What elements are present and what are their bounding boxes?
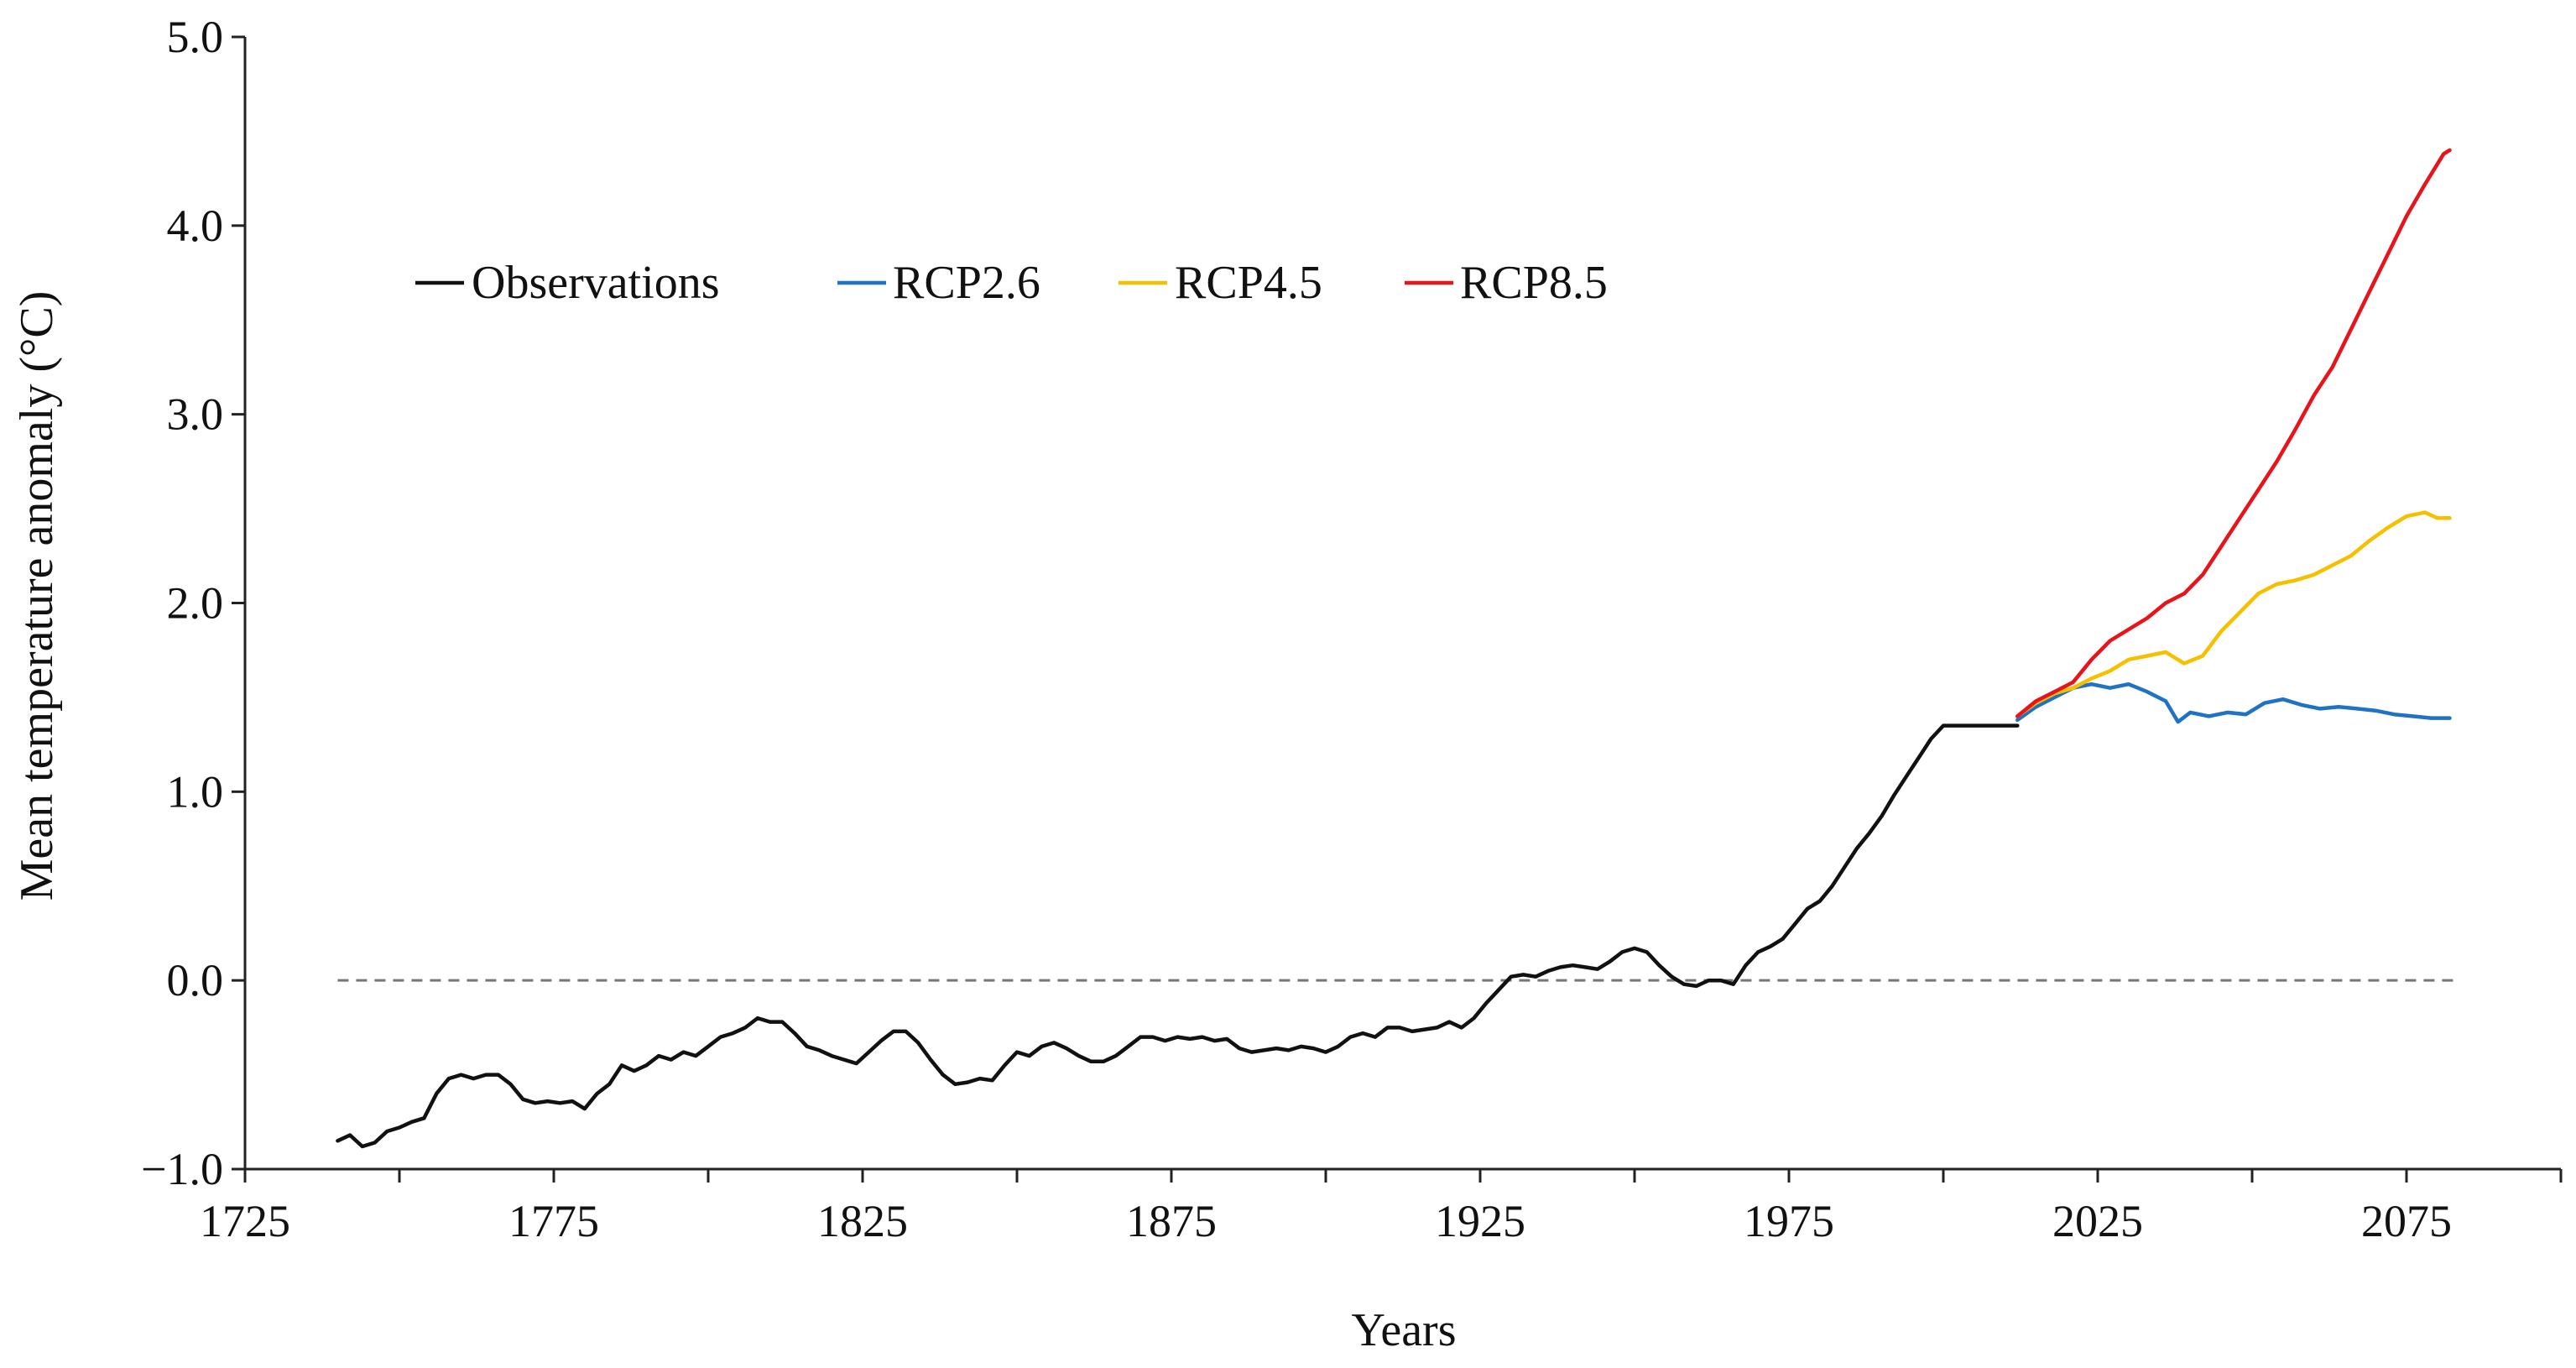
y-tick-label: 2.0: [167, 578, 224, 629]
y-axis-ticks: −1.0 0.0 1.0 2.0 3.0 4.0 5.0: [141, 12, 245, 1194]
x-tick-label: 1725: [200, 1196, 290, 1246]
x-tick-label: 1775: [508, 1196, 599, 1246]
series-layer: [336, 148, 2452, 1149]
legend: Observations RCP2.6 RCP4.5 RCP8.5: [415, 257, 1608, 309]
y-tick-label: 1.0: [167, 766, 224, 817]
x-tick-label: 2025: [2052, 1196, 2143, 1246]
y-tick-label: 3.0: [167, 389, 224, 440]
y-tick-label: 4.0: [167, 201, 224, 251]
y-tick-label: 0.0: [167, 955, 224, 1005]
series-line-rcp8-5: [2015, 148, 2452, 718]
legend-label-rcp8-5: RCP8.5: [1460, 257, 1608, 309]
y-tick-label: 5.0: [167, 12, 224, 62]
legend-label-rcp4-5: RCP4.5: [1175, 257, 1322, 309]
x-axis-ticks: 1725 1775 1825 1875 1925 1975 2025 2075: [200, 1169, 2563, 1246]
x-tick-label: 1825: [817, 1196, 908, 1246]
x-axis-title: Years: [1352, 1304, 1457, 1356]
series-line-rcp4-5: [2015, 510, 2452, 718]
x-tick-label: 1975: [1744, 1196, 1834, 1246]
y-axis-title: Mean temperature anomaly (°C): [11, 291, 63, 901]
legend-label-rcp2-6: RCP2.6: [893, 257, 1040, 309]
series-line-rcp2-6: [2015, 681, 2452, 724]
x-tick-label: 1925: [1435, 1196, 1525, 1246]
y-tick-label: −1.0: [141, 1144, 223, 1194]
x-tick-label: 2075: [2361, 1196, 2452, 1246]
x-tick-label: 1875: [1126, 1196, 1217, 1246]
legend-label-observations: Observations: [472, 257, 720, 309]
series-line-observations: [336, 723, 2020, 1149]
